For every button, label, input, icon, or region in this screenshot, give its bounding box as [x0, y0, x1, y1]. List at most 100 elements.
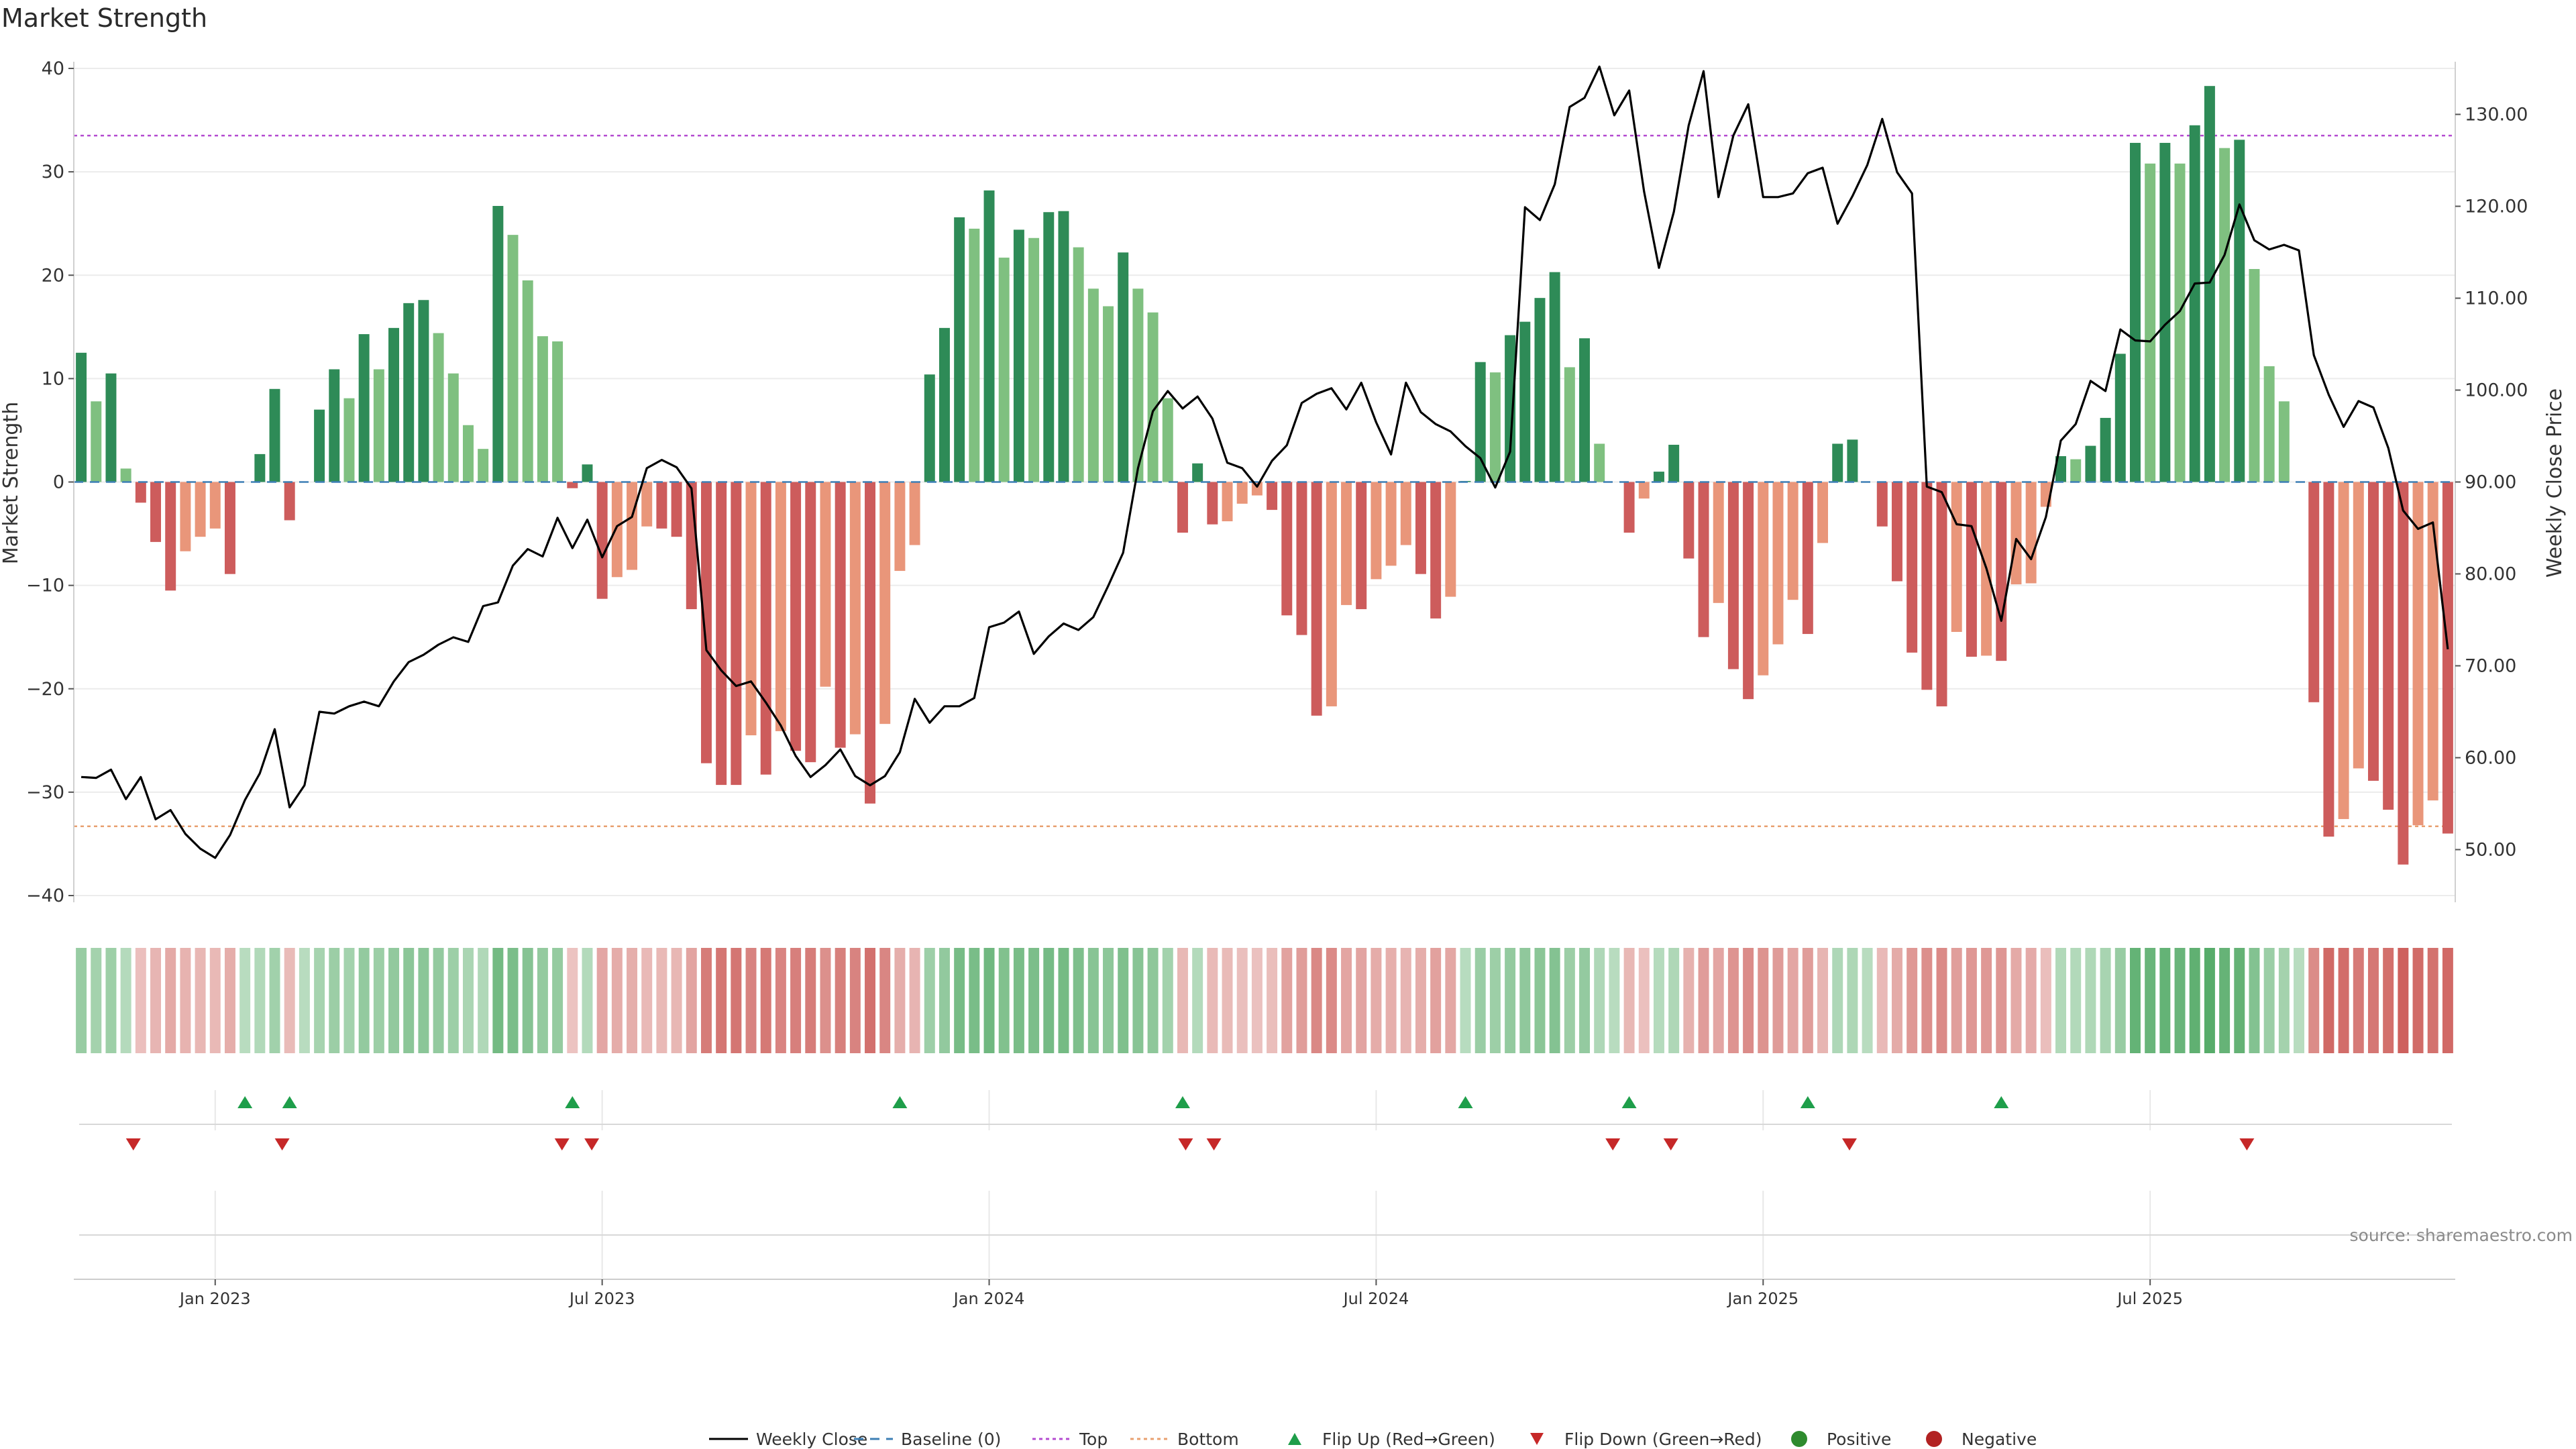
- legend-label: Positive: [1827, 1430, 1891, 1449]
- strength-bar: [1073, 247, 1084, 482]
- strength-bar: [329, 369, 340, 482]
- flip-up-marker: [892, 1096, 908, 1108]
- heat-cell: [269, 948, 280, 1053]
- strength-bar: [180, 482, 191, 551]
- strength-bar: [1594, 443, 1605, 482]
- left-tick-label: −30: [26, 782, 64, 803]
- strength-bar: [135, 482, 146, 503]
- strength-bar: [2383, 482, 2394, 810]
- strength-bar: [2308, 482, 2320, 702]
- heat-cell: [1623, 948, 1635, 1053]
- heat-cell: [1415, 948, 1426, 1053]
- heat-cell: [1862, 948, 1873, 1053]
- strength-bar: [91, 401, 102, 482]
- heat-cell: [2249, 948, 2260, 1053]
- strength-bar: [1996, 482, 2007, 661]
- strength-bar: [462, 425, 474, 482]
- heat-cell: [1489, 948, 1501, 1053]
- strength-bar: [1802, 482, 1813, 635]
- heat-cell: [1683, 948, 1695, 1053]
- heat-cell: [954, 948, 965, 1053]
- strength-bar: [1772, 482, 1784, 645]
- strength-bar: [1281, 482, 1293, 616]
- heat-cell: [909, 948, 920, 1053]
- strength-bar: [1519, 321, 1531, 482]
- strength-bar: [2174, 163, 2186, 482]
- reference-lines: [74, 134, 2455, 827]
- strength-bar: [969, 228, 980, 482]
- strength-bar: [1758, 482, 1769, 676]
- strength-bar: [478, 449, 489, 482]
- strength-bar: [1891, 482, 1902, 582]
- flip-down-marker: [1605, 1138, 1621, 1150]
- strength-bar: [1162, 398, 1173, 482]
- strength-bar: [1966, 482, 1977, 657]
- heat-cell: [2219, 948, 2231, 1053]
- heat-cell: [1668, 948, 1680, 1053]
- flip-down-marker: [1178, 1138, 1193, 1150]
- heat-cell: [1385, 948, 1397, 1053]
- heat-cell: [1192, 948, 1203, 1053]
- heat-cell: [835, 948, 846, 1053]
- strength-bar: [195, 482, 206, 537]
- flip-down-marker: [1841, 1138, 1857, 1150]
- strength-bars: [74, 86, 2455, 865]
- strength-bar: [775, 482, 786, 731]
- strength-bar: [760, 482, 771, 775]
- heat-cell: [2070, 948, 2082, 1053]
- strength-bar: [1192, 463, 1203, 482]
- right-tick-label: 90.00: [2465, 472, 2516, 493]
- strength-bar: [1311, 482, 1322, 716]
- heat-cell: [2085, 948, 2096, 1053]
- heat-cell: [165, 948, 176, 1053]
- left-tick-label: 30: [42, 162, 64, 182]
- strength-bar: [76, 352, 87, 482]
- chart-title: Market Strength: [1, 3, 207, 33]
- heat-cell: [1013, 948, 1024, 1053]
- strength-bar: [1296, 482, 1307, 635]
- strength-bar: [105, 373, 117, 482]
- heat-cell: [2114, 948, 2126, 1053]
- heat-cell: [1311, 948, 1322, 1053]
- strength-bar: [150, 482, 162, 542]
- strength-bar: [1400, 482, 1411, 545]
- heat-cell: [150, 948, 162, 1053]
- heat-cell: [924, 948, 935, 1053]
- heat-cell: [1207, 948, 1218, 1053]
- strength-bar: [2189, 125, 2200, 482]
- strength-bar: [1147, 312, 1159, 482]
- heat-cell: [1296, 948, 1307, 1053]
- heat-cell: [2040, 948, 2051, 1053]
- heat-cell: [1549, 948, 1560, 1053]
- right-tick-label: 100.00: [2465, 380, 2528, 401]
- strength-bar: [671, 482, 682, 537]
- strength-bar: [1907, 482, 1918, 653]
- strength-bar: [120, 468, 131, 482]
- strength-bar: [1028, 237, 1040, 482]
- strength-bar: [492, 205, 504, 482]
- flip-down-marker: [554, 1138, 570, 1150]
- strength-bar: [1132, 288, 1144, 482]
- right-tick-label: 130.00: [2465, 105, 2528, 125]
- strength-bar: [865, 482, 876, 804]
- heat-cell: [1951, 948, 1962, 1053]
- strength-bar: [849, 482, 861, 735]
- heat-cell: [1787, 948, 1799, 1053]
- heat-cell: [1341, 948, 1352, 1053]
- strength-bar: [1341, 482, 1352, 605]
- x-tick-label: Jan 2025: [1726, 1289, 1799, 1308]
- right-tick-label: 50.00: [2465, 840, 2516, 861]
- flip-down-marker: [1206, 1138, 1222, 1150]
- heat-cell: [239, 948, 251, 1053]
- heat-cell: [552, 948, 564, 1053]
- strength-bar: [700, 482, 712, 763]
- heat-cell: [2174, 948, 2186, 1053]
- strength-bar: [745, 482, 757, 736]
- strength-bar: [1385, 482, 1397, 566]
- strength-bar: [954, 217, 965, 482]
- heat-cell: [849, 948, 861, 1053]
- heat-cell: [1802, 948, 1813, 1053]
- strength-bar: [835, 482, 846, 748]
- heat-cell: [582, 948, 593, 1053]
- heat-cell: [1058, 948, 1069, 1053]
